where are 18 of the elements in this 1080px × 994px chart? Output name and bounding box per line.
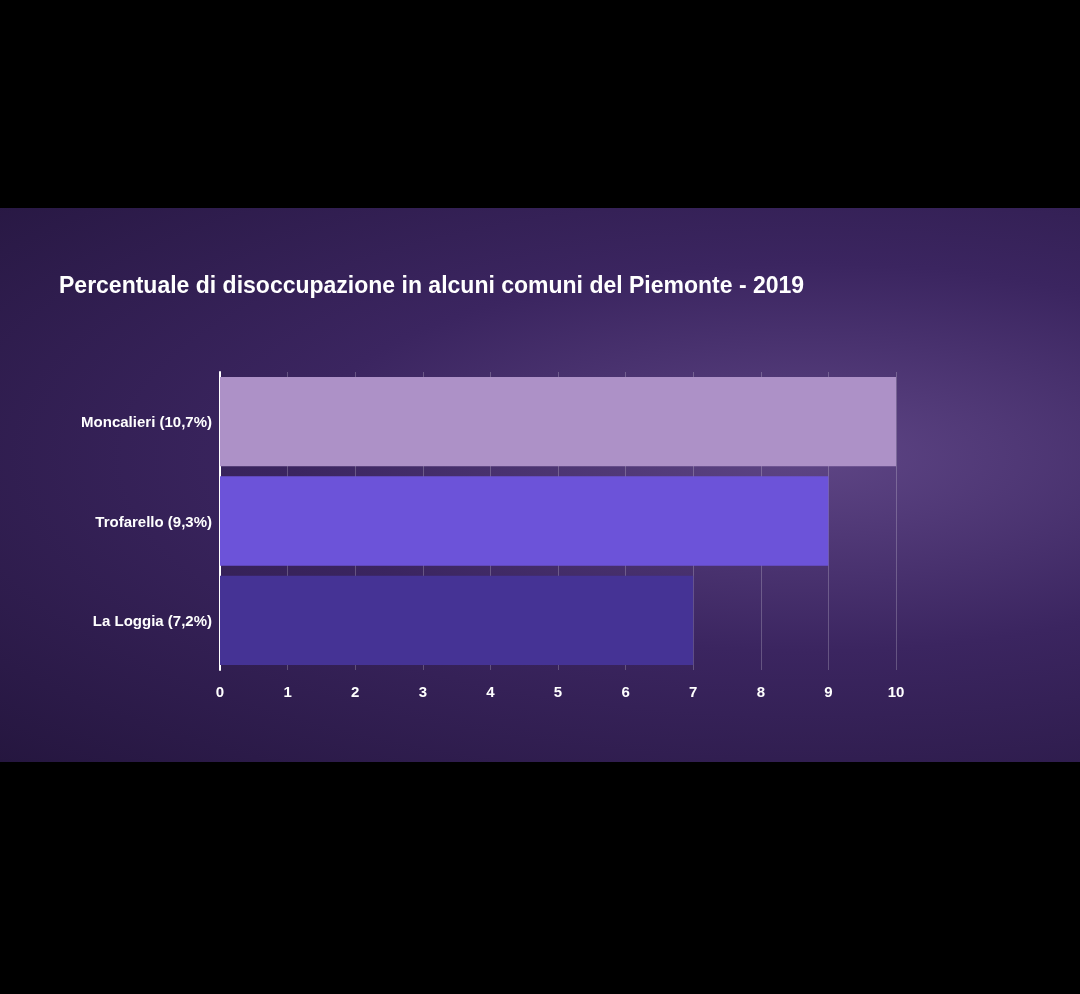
y-tick-label: La Loggia (7,2%) xyxy=(92,611,212,629)
x-tick-label: 9 xyxy=(824,683,833,700)
x-tick-label: 5 xyxy=(553,683,563,700)
y-tick-label: Trofarello (9,3%) xyxy=(95,512,212,530)
x-tick-label: 8 xyxy=(756,683,765,700)
x-tick-label: 3 xyxy=(418,683,427,700)
x-tick-label: 10 xyxy=(887,683,905,700)
x-tick-label: 6 xyxy=(621,683,630,700)
chart-title: Percentuale di disoccupazione in alcuni comuni del Piemonte - 2019 xyxy=(59,271,805,298)
bar xyxy=(220,476,829,566)
bar xyxy=(220,575,694,666)
x-tick-label: 2 xyxy=(351,683,360,700)
x-tick-label: 7 xyxy=(689,683,698,700)
x-tick-label: 1 xyxy=(283,683,292,700)
x-tick-label: 0 xyxy=(215,683,225,700)
x-tick-label: 4 xyxy=(486,683,496,700)
y-tick-label: Moncalieri (10,7%) xyxy=(81,413,212,431)
bar xyxy=(220,376,896,467)
